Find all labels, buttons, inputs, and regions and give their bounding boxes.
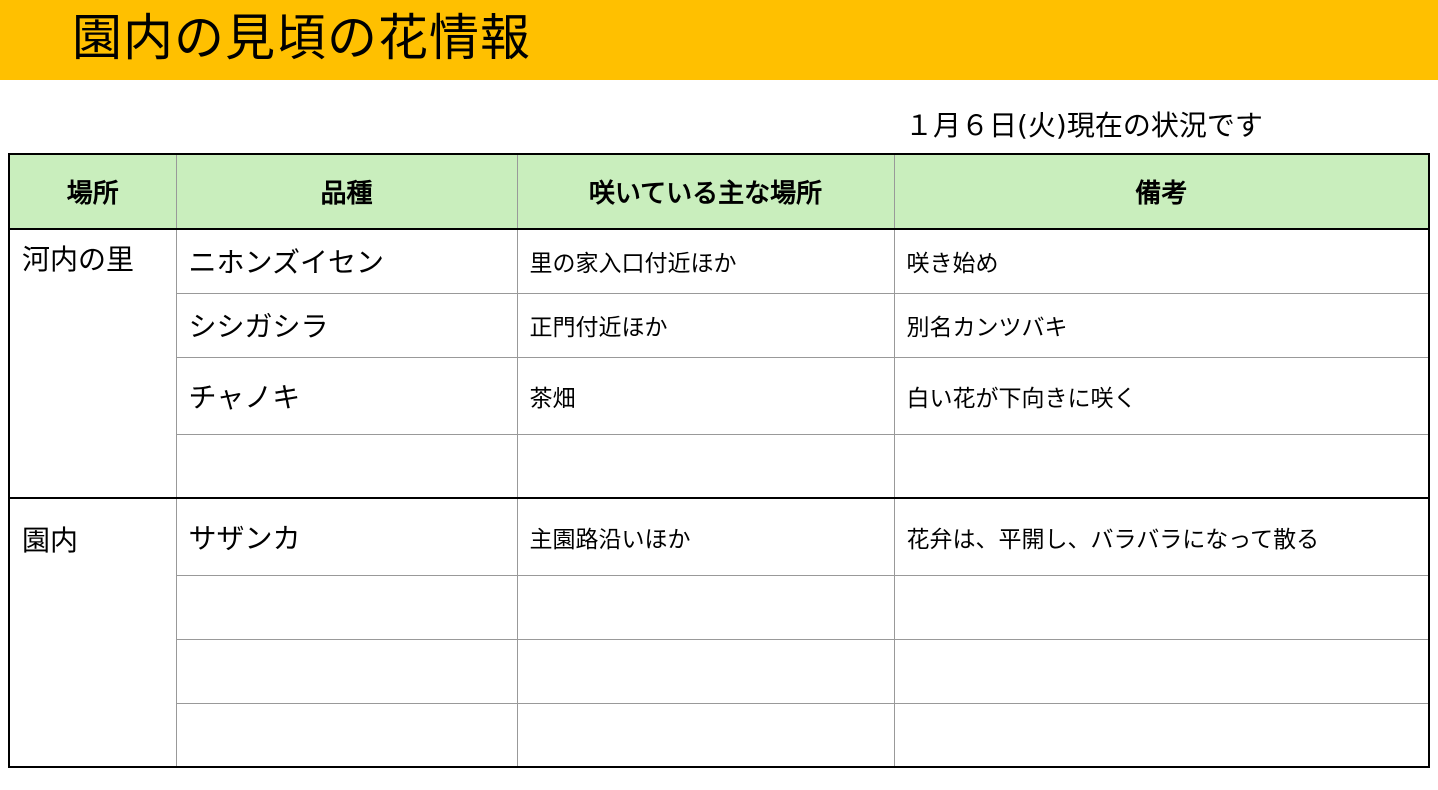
table-header-row: 場所 品種 咲いている主な場所 備考 xyxy=(9,154,1429,230)
variety-cell xyxy=(175,638,517,703)
variety-cell: シシガシラ xyxy=(175,292,517,357)
place-cell xyxy=(516,433,894,498)
table-row: チャノキ 茶畑 白い花が下向きに咲く xyxy=(9,356,1429,434)
column-header-note: 備考 xyxy=(893,154,1429,230)
place-cell: 茶畑 xyxy=(516,356,894,434)
note-cell xyxy=(893,574,1429,639)
table-row xyxy=(9,433,1429,498)
table-row: 河内の里 ニホンズイセン 里の家入口付近ほか 咲き始め xyxy=(9,228,1429,498)
column-header-location: 場所 xyxy=(9,154,176,230)
variety-cell xyxy=(175,433,517,498)
place-cell: 正門付近ほか xyxy=(516,292,894,357)
note-cell xyxy=(893,433,1429,498)
place-cell xyxy=(516,638,894,703)
table-row xyxy=(9,574,1429,639)
variety-cell: ニホンズイセン xyxy=(175,228,517,293)
status-date: １月６日(火)現在の状況です xyxy=(905,109,1263,142)
column-header-blooming-place: 咲いている主な場所 xyxy=(516,154,894,230)
table-row xyxy=(9,702,1429,767)
variety-cell: チャノキ xyxy=(175,356,517,434)
flower-info-table: 場所 品種 咲いている主な場所 備考 河内の里 ニホンズイセン 里の家入口付近ほ… xyxy=(8,153,1430,768)
location-cell: 河内の里 xyxy=(9,228,176,498)
variety-cell xyxy=(175,574,517,639)
place-cell xyxy=(516,574,894,639)
place-cell: 主園路沿いほか xyxy=(516,497,894,575)
title-banner: 園内の見頃の花情報 xyxy=(0,0,1438,80)
note-cell: 別名カンツバキ xyxy=(893,292,1429,357)
table-row xyxy=(9,638,1429,703)
table-row: 園内 サザンカ 主園路沿いほか 花弁は、平開し、バラバラになって散る xyxy=(9,497,1429,767)
note-cell: 咲き始め xyxy=(893,228,1429,293)
page-title: 園内の見頃の花情報 xyxy=(72,9,531,67)
column-header-variety: 品種 xyxy=(175,154,517,230)
place-cell: 里の家入口付近ほか xyxy=(516,228,894,293)
variety-cell: サザンカ xyxy=(175,497,517,575)
variety-cell xyxy=(175,702,517,767)
note-cell xyxy=(893,638,1429,703)
table-row: シシガシラ 正門付近ほか 別名カンツバキ xyxy=(9,292,1429,357)
place-cell xyxy=(516,702,894,767)
note-cell xyxy=(893,702,1429,767)
note-cell: 花弁は、平開し、バラバラになって散る xyxy=(893,497,1429,575)
location-cell: 園内 xyxy=(9,497,176,767)
note-cell: 白い花が下向きに咲く xyxy=(893,356,1429,434)
